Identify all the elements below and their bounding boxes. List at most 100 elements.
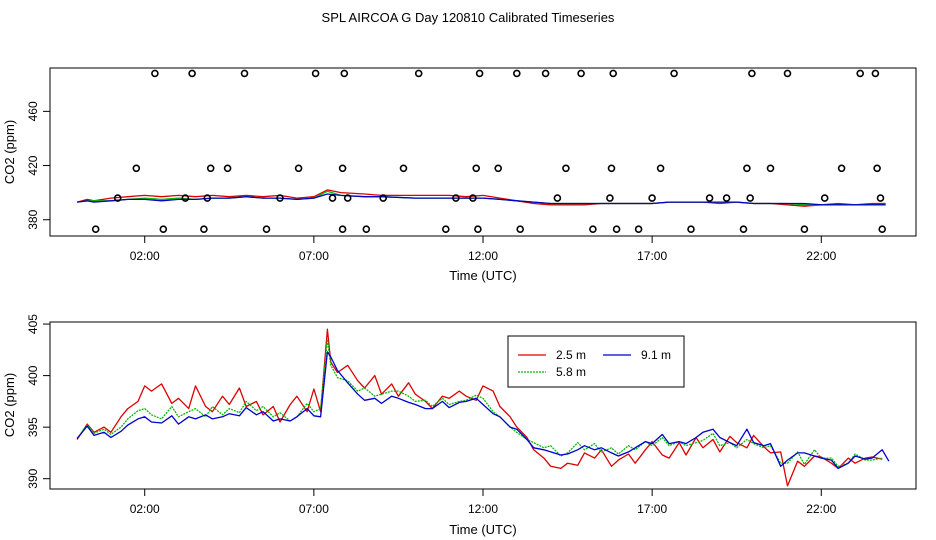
top-sample-point — [494, 164, 503, 173]
bottom-plot-frame — [49, 321, 917, 490]
top-x-axis-label: Time (UTC) — [449, 268, 516, 283]
top-sample-point — [837, 164, 846, 173]
top-sample-point — [475, 69, 484, 78]
bottom-series-9-1-m-line — [76, 351, 890, 470]
bottom-series-lines — [76, 328, 890, 487]
legend-label-9-1m: 9.1 m — [641, 348, 671, 362]
top-sample-point — [656, 164, 665, 173]
top-sample-point — [343, 194, 352, 202]
top-y-tick-label: 420 — [26, 155, 40, 175]
top-sample-point — [203, 194, 212, 202]
top-sample-point — [362, 225, 371, 233]
top-sample-point — [262, 225, 271, 233]
top-x-tick-label: 07:00 — [299, 249, 329, 263]
legend-box — [507, 335, 685, 388]
top-y-axis: 380 420 460 — [26, 101, 51, 230]
bottom-y-tick-label: 390 — [26, 468, 40, 488]
top-y-tick-label: 380 — [26, 209, 40, 229]
top-sample-point — [743, 164, 751, 173]
bottom-y-tick-label: 395 — [26, 417, 40, 437]
top-x-tick-label: 22:00 — [806, 249, 836, 263]
top-sample-point — [748, 69, 756, 78]
top-sample-point — [151, 69, 159, 78]
top-sample-point — [705, 194, 714, 202]
top-sample-point — [739, 225, 748, 233]
top-sample-point — [876, 194, 885, 202]
top-sample-point — [562, 164, 570, 173]
top-series-lines — [76, 189, 886, 207]
top-x-axis: 02:00 07:00 12:00 17:00 22:00 — [130, 235, 837, 263]
top-sample-point — [746, 194, 755, 202]
top-sample-point — [276, 194, 284, 202]
top-sample-point — [577, 69, 585, 78]
bottom-x-tick-label: 07:00 — [299, 502, 329, 516]
bottom-x-tick-label: 22:00 — [806, 502, 836, 516]
top-sample-point — [670, 69, 678, 78]
top-sample-point — [340, 69, 349, 78]
top-sample-point — [612, 225, 621, 233]
top-y-tick-label: 460 — [26, 101, 40, 121]
bottom-y-tick-label: 405 — [26, 314, 40, 334]
top-sample-point — [783, 69, 792, 78]
top-sample-point — [91, 225, 100, 233]
top-sample-point — [634, 225, 643, 233]
top-sample-point — [820, 194, 829, 202]
top-x-tick-label: 02:00 — [130, 249, 160, 263]
top-sample-point — [338, 225, 347, 233]
top-sample-point — [294, 164, 303, 173]
top-sample-point — [722, 194, 731, 202]
top-sample-point — [553, 194, 562, 202]
top-sample-point — [132, 164, 141, 173]
bottom-series-5-8-m-line — [76, 338, 883, 467]
bottom-y-axis-label: CO2 (ppm) — [2, 373, 17, 437]
top-y-axis-label: CO2 (ppm) — [2, 120, 17, 184]
top-sample-point — [873, 164, 881, 173]
top-sample-point — [159, 225, 168, 233]
top-sample-point — [541, 69, 550, 78]
bottom-x-tick-label: 12:00 — [468, 502, 498, 516]
top-sample-point — [188, 69, 196, 78]
top-sample-point — [687, 225, 695, 233]
top-sample-point — [441, 225, 450, 233]
top-sample-point — [474, 225, 482, 233]
legend-label-2-5m: 2.5 m — [556, 348, 586, 362]
top-sample-point — [878, 225, 887, 233]
top-sample-point — [609, 69, 618, 78]
top-sample-point — [113, 194, 122, 202]
bottom-series-2-5-m-line — [76, 328, 883, 487]
bottom-panel: 390 395 400 405 02:00 07:00 12:00 17:00 22:00 T… — [2, 314, 917, 537]
top-sample-point — [589, 225, 597, 233]
top-sample-point — [871, 69, 880, 78]
top-sample-point — [512, 69, 521, 78]
top-sample-point — [240, 69, 249, 78]
top-sample-point — [181, 194, 190, 202]
top-sample-point — [648, 194, 656, 202]
top-sample-point — [856, 69, 865, 78]
top-sample-point — [472, 164, 481, 173]
top-sample-point — [328, 194, 337, 202]
top-series-9-1-m-line — [77, 193, 886, 206]
top-sample-point — [399, 164, 408, 173]
top-sample-point — [607, 164, 616, 173]
top-sample-points — [91, 69, 887, 233]
bottom-x-axis-label: Time (UTC) — [449, 522, 516, 537]
top-sample-point — [766, 164, 775, 173]
legend: 2.5 m 9.1 m 5.8 m — [507, 335, 685, 388]
bottom-y-tick-label: 400 — [26, 365, 40, 385]
top-sample-point — [200, 225, 208, 233]
top-sample-point — [223, 164, 232, 173]
bottom-x-axis: 02:00 07:00 12:00 17:00 22:00 — [130, 488, 837, 516]
legend-label-5-8m: 5.8 m — [556, 365, 586, 379]
top-sample-point — [379, 194, 388, 202]
top-sample-point — [311, 69, 320, 78]
figure-title: SPL AIRCOA G Day 120810 Calibrated Times… — [322, 10, 615, 25]
top-sample-point — [414, 69, 423, 78]
top-sample-point — [338, 164, 347, 173]
top-x-tick-label: 12:00 — [468, 249, 498, 263]
top-sample-point — [469, 194, 477, 202]
top-sample-point — [452, 194, 460, 202]
top-panel: 380 420 460 02:00 07:00 12:00 17:00 22:00 Time… — [2, 67, 917, 283]
top-sample-point — [800, 225, 809, 233]
top-x-tick-label: 17:00 — [637, 249, 667, 263]
